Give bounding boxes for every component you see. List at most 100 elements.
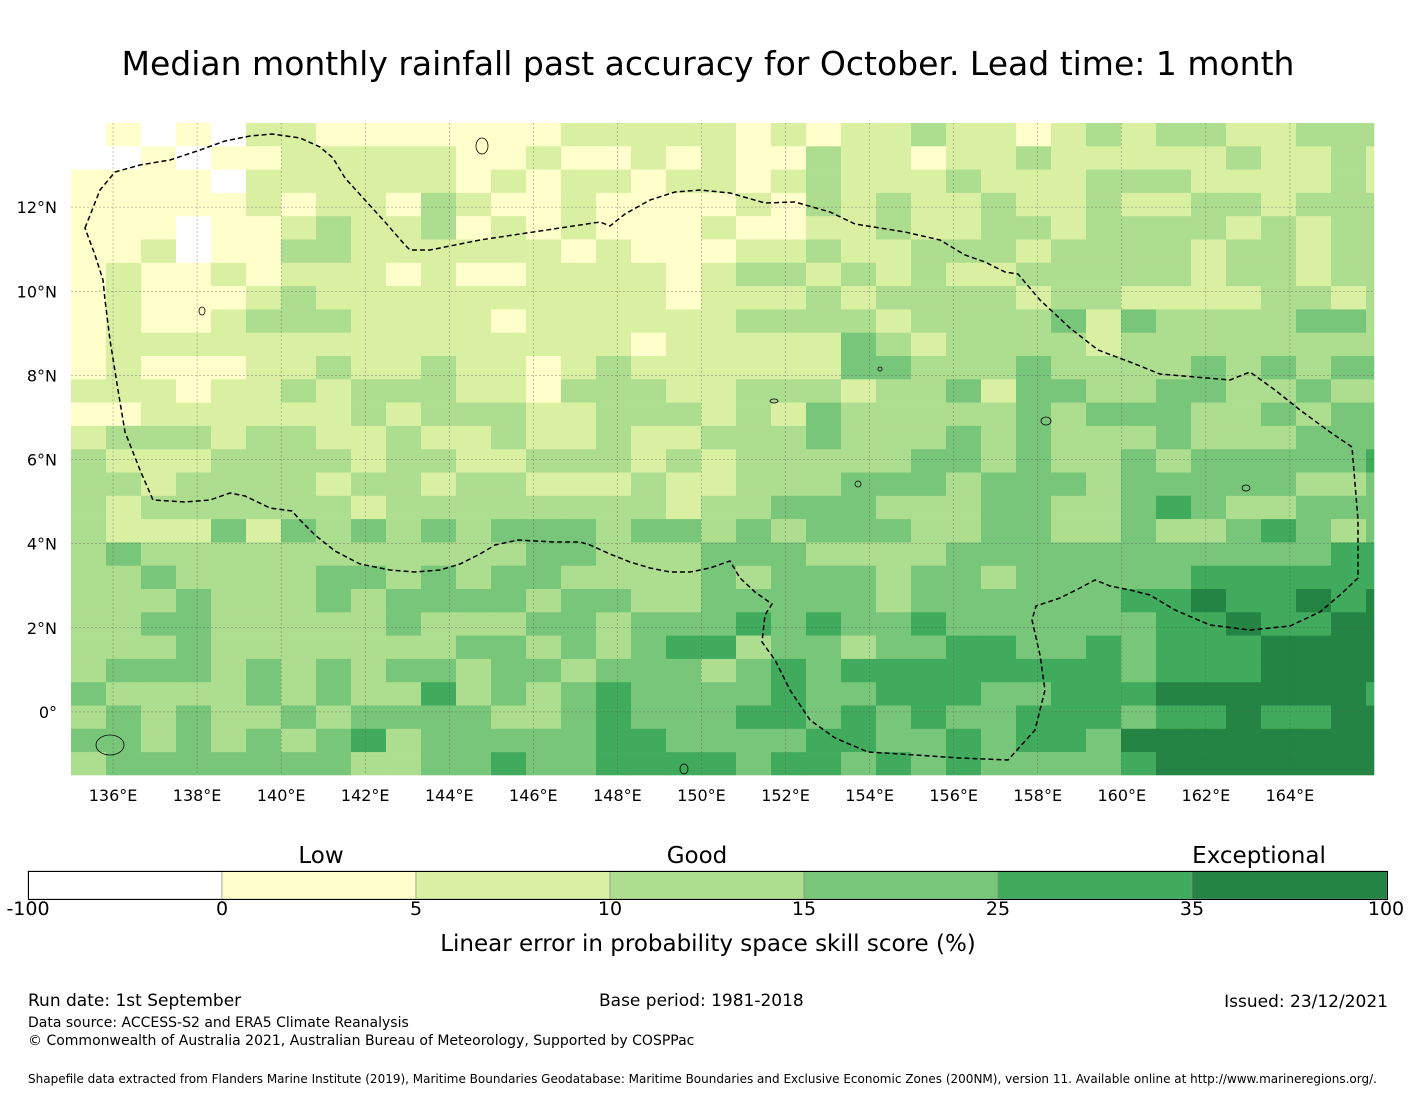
lon-tick-label: 164°E xyxy=(1266,786,1315,805)
grid-cell xyxy=(1261,728,1297,753)
grid-cell xyxy=(71,658,107,683)
grid-cell xyxy=(106,728,142,753)
base-period: Base period: 1981-2018 xyxy=(599,991,804,1011)
grid-cell xyxy=(176,425,212,450)
grid-cell xyxy=(1051,356,1087,380)
grid-cell xyxy=(1191,472,1227,497)
grid-cell xyxy=(1331,192,1367,217)
grid-cell xyxy=(1191,286,1227,310)
grid-cell xyxy=(561,356,597,380)
grid-cell xyxy=(1366,286,1375,310)
grid-cell xyxy=(806,379,842,403)
grid-cell xyxy=(981,216,1017,240)
grid-cell xyxy=(771,356,807,380)
grid-cell xyxy=(281,705,317,730)
colorbar-tick-label: -100 xyxy=(6,898,50,920)
grid-cell xyxy=(316,495,352,520)
grid-cell xyxy=(176,565,212,590)
grid-cell xyxy=(1191,239,1227,264)
grid-cell xyxy=(211,286,247,310)
grid-cell xyxy=(491,612,527,636)
grid-cell xyxy=(106,332,142,357)
grid-cell xyxy=(561,752,597,776)
grid-cell xyxy=(806,565,842,590)
grid-cell xyxy=(491,192,527,217)
grid-cell xyxy=(456,356,492,380)
grid-cell xyxy=(141,425,177,450)
grid-cell xyxy=(666,262,702,287)
grid-cell xyxy=(596,449,632,473)
grid-cell xyxy=(806,519,842,543)
grid-cell xyxy=(946,728,982,753)
grid-cell xyxy=(1331,379,1367,403)
grid-cell xyxy=(946,309,982,333)
grid-cell xyxy=(246,519,282,543)
grid-cell xyxy=(71,332,107,357)
colorbar-segment xyxy=(609,870,805,900)
grid-cell xyxy=(1296,658,1332,683)
grid-cell xyxy=(281,286,317,310)
grid-cell xyxy=(841,612,877,636)
grid-cell xyxy=(1086,379,1122,403)
grid-cell xyxy=(456,589,492,613)
grid-cell xyxy=(596,728,632,753)
grid-cell xyxy=(106,542,142,566)
grid-cell xyxy=(911,123,947,147)
grid-cell xyxy=(1226,425,1262,450)
grid-cell xyxy=(561,146,597,170)
grid-cell xyxy=(211,309,247,333)
grid-cell xyxy=(386,356,422,380)
grid-cell xyxy=(1016,589,1052,613)
grid-cell xyxy=(106,216,142,240)
grid-cell xyxy=(351,356,387,380)
grid-cell xyxy=(1086,332,1122,357)
grid-cell xyxy=(1086,286,1122,310)
grid-cell xyxy=(701,635,737,660)
grid-cell xyxy=(1261,216,1297,240)
grid-cell xyxy=(1121,495,1157,520)
grid-cell xyxy=(1121,612,1157,636)
grid-cell xyxy=(631,192,667,217)
grid-cell xyxy=(631,472,667,497)
colorbar-segment xyxy=(27,870,223,900)
grid-cell xyxy=(1121,379,1157,403)
grid-cell xyxy=(526,146,562,170)
grid-cell xyxy=(1086,635,1122,660)
grid-cell xyxy=(1331,495,1367,520)
grid-cell xyxy=(421,589,457,613)
grid-cell xyxy=(1156,612,1192,636)
grid-cell xyxy=(351,216,387,240)
grid-cell xyxy=(736,146,772,170)
grid-cell xyxy=(631,309,667,333)
grid-cell xyxy=(526,169,562,194)
grid-cell xyxy=(596,262,632,287)
grid-cell xyxy=(1296,612,1332,636)
grid-cell xyxy=(386,169,422,194)
grid-cell xyxy=(876,635,912,660)
grid-cell xyxy=(1016,192,1052,217)
grid-cell xyxy=(106,286,142,310)
grid-cell xyxy=(806,123,842,147)
grid-cell xyxy=(141,262,177,287)
grid-cell xyxy=(526,262,562,287)
grid-cell xyxy=(1051,309,1087,333)
grid-cell xyxy=(1121,216,1157,240)
grid-cell xyxy=(316,216,352,240)
grid-cell xyxy=(386,519,422,543)
grid-cell xyxy=(736,589,772,613)
grid-cell xyxy=(386,682,422,706)
grid-cell xyxy=(246,169,282,194)
grid-cell xyxy=(526,728,562,753)
grid-cell xyxy=(176,332,212,357)
grid-cell xyxy=(1226,519,1262,543)
grid-cell xyxy=(1366,239,1375,264)
grid-cell xyxy=(1191,146,1227,170)
grid-cell xyxy=(386,542,422,566)
grid-cell xyxy=(106,192,142,217)
grid-cell xyxy=(316,332,352,357)
grid-cell xyxy=(561,705,597,730)
grid-cell xyxy=(176,146,212,170)
grid-cell xyxy=(1191,565,1227,590)
grid-cell xyxy=(526,123,562,147)
grid-cell xyxy=(1366,752,1375,776)
